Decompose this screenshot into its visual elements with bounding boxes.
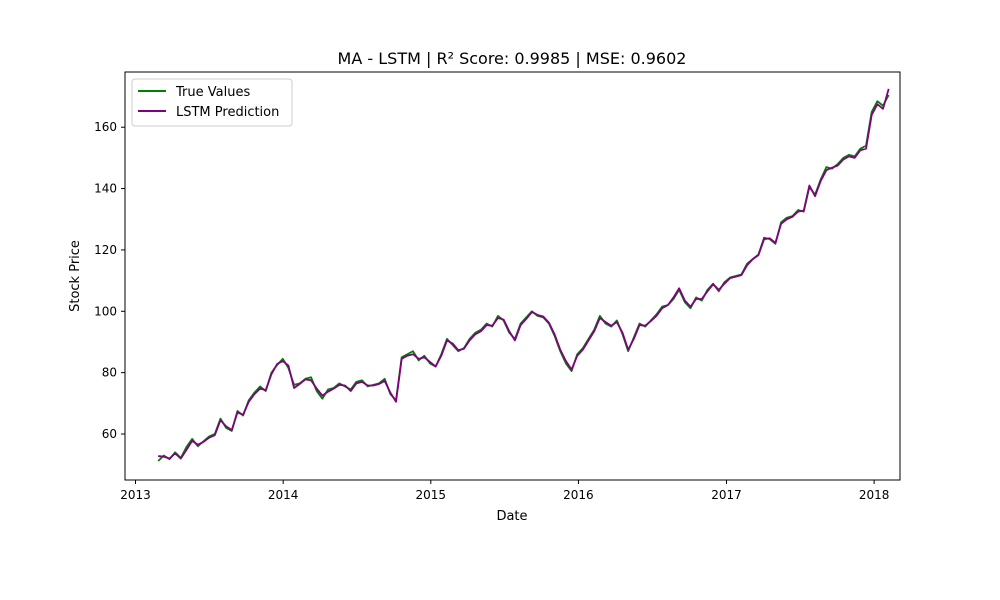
x-tick-label: 2014 <box>268 488 299 502</box>
legend-box <box>131 78 293 127</box>
chart-title: MA - LSTM | R² Score: 0.9985 | MSE: 0.96… <box>338 49 687 68</box>
series-line-lstm-prediction <box>158 88 890 460</box>
x-tick-label: 2017 <box>711 488 742 502</box>
y-tick-label: 140 <box>94 182 117 196</box>
x-axis: 2013 2014 2015 2016 2017 2018 <box>120 480 889 502</box>
legend: True Values LSTM Prediction <box>131 78 293 127</box>
y-axis: 60 80 100 120 140 160 <box>94 120 125 441</box>
y-tick-label: 100 <box>94 304 117 318</box>
series-layer <box>157 88 890 462</box>
x-tick-label: 2015 <box>416 488 447 502</box>
x-tick-label: 2018 <box>859 488 890 502</box>
legend-label-true-values: True Values <box>175 85 250 100</box>
y-tick-label: 80 <box>102 366 117 380</box>
plot-frame <box>124 71 901 481</box>
series-line-true-values <box>157 94 890 462</box>
plot-area <box>124 71 901 481</box>
x-tick-label: 2013 <box>120 488 151 502</box>
x-tick-label: 2016 <box>563 488 594 502</box>
y-tick-label: 120 <box>94 243 117 257</box>
y-tick-label: 160 <box>94 120 117 134</box>
legend-label-lstm-prediction: LSTM Prediction <box>176 105 279 120</box>
x-axis-label: Date <box>496 509 527 524</box>
y-axis-label: Stock Price <box>68 240 83 312</box>
y-tick-label: 60 <box>102 427 117 441</box>
